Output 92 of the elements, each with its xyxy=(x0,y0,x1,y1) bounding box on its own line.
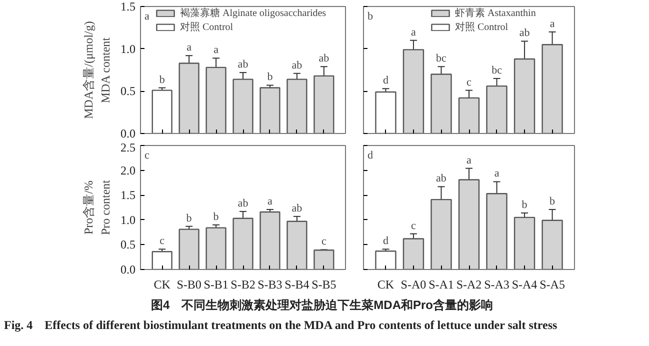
bar xyxy=(514,216,536,270)
annotation: a xyxy=(494,168,500,180)
y-tick-label: 0.0 xyxy=(120,126,136,140)
y-tick-label: 2.5 xyxy=(120,140,136,154)
bar xyxy=(486,193,508,270)
bar xyxy=(206,66,226,134)
bar xyxy=(402,49,424,134)
annotation: ab xyxy=(238,58,249,71)
bar xyxy=(152,251,172,270)
y-tick-label: 1.5 xyxy=(120,0,136,14)
annotation: d xyxy=(382,235,389,248)
bar xyxy=(260,211,280,270)
annotation: b xyxy=(522,198,528,211)
x-tick-label: S-A1 xyxy=(428,278,454,292)
bar xyxy=(178,228,200,270)
bar xyxy=(314,75,334,134)
bar xyxy=(514,58,536,134)
annotation: d xyxy=(368,150,374,162)
bar xyxy=(206,227,226,270)
x-tick-label: S-B4 xyxy=(284,278,310,292)
bar xyxy=(314,250,334,270)
annotation: ab xyxy=(436,172,447,185)
annotation: a xyxy=(550,18,555,30)
annotation: a xyxy=(268,195,273,208)
y-tick-label: 1.0 xyxy=(120,212,136,227)
legend-label: 对照 Control xyxy=(455,20,508,34)
bar xyxy=(458,97,480,134)
annotation: ab xyxy=(519,27,530,40)
y-tick-label: 2.0 xyxy=(120,163,136,178)
annotation: ab xyxy=(318,52,330,65)
text: 图4 不同生物刺激素处理对盐胁迫下生菜MDA和Pro含量的影响 xyxy=(150,297,494,314)
bar xyxy=(232,78,254,134)
bar xyxy=(542,220,563,270)
annotation: a xyxy=(466,154,472,166)
x-tick-label: S-A5 xyxy=(540,278,565,292)
annotation: ab xyxy=(238,197,249,210)
bar xyxy=(430,198,452,270)
annotation: b xyxy=(186,212,192,224)
y-axis-title: MDA含量/(μmol/g) MDA content xyxy=(82,21,112,119)
bar xyxy=(232,218,254,270)
bar xyxy=(375,250,396,270)
x-tick-label: S-A4 xyxy=(512,278,538,292)
annotation: b xyxy=(213,210,220,223)
y-tick-label: 1.0 xyxy=(120,42,136,56)
x-tick-label: S-B2 xyxy=(230,278,256,292)
x-tick-label: S-A3 xyxy=(484,278,510,292)
annotation: b xyxy=(550,195,556,208)
annotation: b xyxy=(159,74,166,86)
y-tick-label: 0.0 xyxy=(120,262,136,276)
legend-label: 虾青素 Astaxanthin xyxy=(455,6,536,20)
x-tick-label: S-B5 xyxy=(312,278,336,292)
annotation: c xyxy=(466,76,472,88)
x-tick-label: CK xyxy=(154,278,171,292)
bar xyxy=(260,87,280,134)
annotation: d xyxy=(382,74,389,87)
annotation: c xyxy=(144,150,150,162)
legend-label: 褐藻寡糖 Alginate oligosaccharides xyxy=(180,6,326,20)
text: Fig. 4 Effects of different biostimulant treatments on the MDA and Pro contents of lettuce under salt stress xyxy=(4,317,558,334)
x-tick-label: S-A2 xyxy=(456,278,482,292)
legend-label: 对照 Control xyxy=(180,20,234,34)
annotation: a xyxy=(186,42,192,54)
annotation: ab xyxy=(292,59,303,72)
y-tick-label: 1.5 xyxy=(120,188,136,202)
bar xyxy=(486,85,508,134)
annotation: bc xyxy=(492,64,502,76)
bar xyxy=(402,238,424,270)
y-axis-title: Pro含量/% Pro content xyxy=(82,179,112,235)
annotation: bc xyxy=(436,52,447,65)
annotation: a xyxy=(144,10,150,22)
x-tick-label: S-B1 xyxy=(204,278,228,292)
x-tick-label: S-A0 xyxy=(400,278,426,292)
bar xyxy=(286,78,308,134)
x-tick-label: S-B3 xyxy=(258,278,282,292)
annotation: ab xyxy=(292,202,303,214)
y-tick-label: 0.5 xyxy=(120,238,136,252)
bar xyxy=(542,44,563,134)
annotation: c xyxy=(411,220,416,232)
annotation: a xyxy=(411,26,416,38)
bar xyxy=(178,62,200,134)
annotation: b xyxy=(267,71,274,84)
annotation: b xyxy=(368,10,374,22)
bar xyxy=(458,179,480,270)
x-tick-label: S-B0 xyxy=(176,278,202,292)
annotation: c xyxy=(160,235,165,248)
annotation: a xyxy=(214,44,219,56)
x-tick-label: CK xyxy=(377,278,394,292)
bar xyxy=(375,91,396,134)
bar xyxy=(286,220,308,270)
bar xyxy=(430,74,452,134)
bar xyxy=(152,90,172,134)
annotation: c xyxy=(321,236,326,248)
y-tick-label: 0.5 xyxy=(120,84,136,98)
